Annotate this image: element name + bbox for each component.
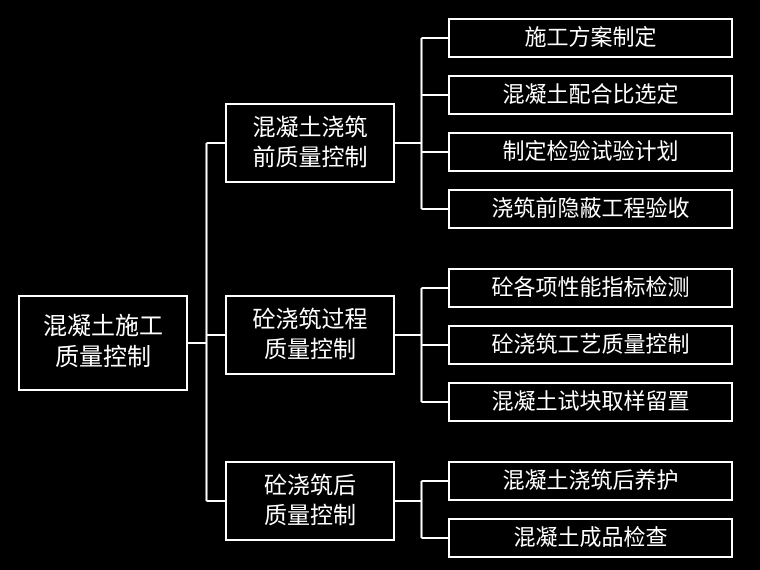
leaf-node-4: 砼各项性能指标检测	[448, 268, 733, 308]
leaf-node-3: 浇筑前隐蔽工程验收	[448, 189, 733, 229]
branch-node-post: 砼浇筑后质量控制	[225, 461, 395, 541]
leaf-node-8: 混凝土成品检查	[448, 518, 733, 558]
leaf-node-0: 施工方案制定	[448, 18, 733, 58]
leaf-node-6: 混凝土试块取样留置	[448, 382, 733, 422]
leaf-node-2: 制定检验试验计划	[448, 132, 733, 172]
root-node: 混凝土施工质量控制	[18, 295, 188, 391]
branch-node-mid: 砼浇筑过程质量控制	[225, 295, 395, 375]
leaf-node-5: 砼浇筑工艺质量控制	[448, 325, 733, 365]
leaf-node-7: 混凝土浇筑后养护	[448, 461, 733, 501]
leaf-node-1: 混凝土配合比选定	[448, 75, 733, 115]
branch-node-pre: 混凝土浇筑前质量控制	[225, 103, 395, 183]
